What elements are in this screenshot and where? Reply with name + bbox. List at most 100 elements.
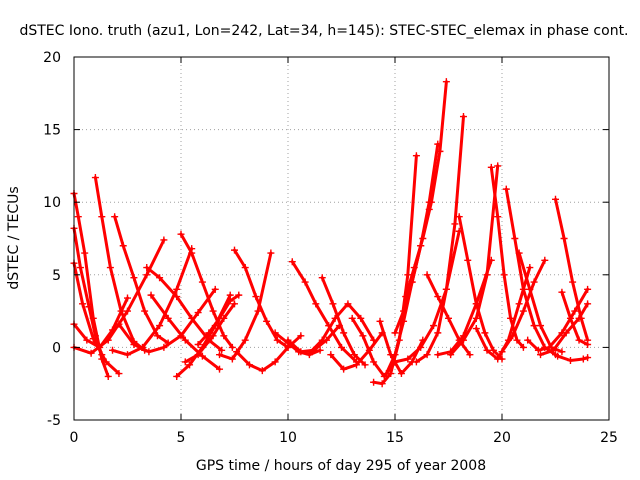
- data-point-marker: [338, 343, 345, 351]
- data-point-marker: [181, 358, 189, 366]
- data-point-marker: [412, 358, 420, 366]
- data-point-marker: [160, 236, 168, 244]
- data-point-marker: [209, 307, 217, 315]
- data-point-marker: [254, 307, 262, 315]
- data-point-marker: [397, 370, 405, 378]
- data-point-marker: [566, 356, 574, 364]
- data-point-marker: [147, 291, 155, 299]
- data-point-marker: [447, 351, 455, 359]
- data-point-marker: [216, 351, 224, 359]
- data-point-marker: [297, 348, 305, 356]
- data-point-marker: [271, 358, 279, 366]
- data-point-marker: [558, 288, 566, 296]
- x-tick-label: 5: [177, 430, 186, 446]
- data-point-marker: [445, 314, 452, 322]
- data-point-marker: [537, 322, 545, 330]
- data-point-marker: [391, 358, 399, 366]
- data-point-marker: [571, 307, 579, 315]
- data-series: [216, 249, 275, 363]
- data-point-marker: [562, 329, 570, 337]
- data-series: [177, 230, 236, 351]
- data-point-marker: [584, 340, 592, 348]
- series-trace: [233, 248, 290, 349]
- data-point-marker: [141, 307, 149, 315]
- data-point-marker: [194, 340, 202, 348]
- data-point-marker: [111, 213, 119, 221]
- data-point-marker: [515, 249, 523, 257]
- data-point-marker: [417, 343, 425, 351]
- data-point-marker: [143, 264, 151, 272]
- data-point-marker: [513, 336, 521, 344]
- data-point-marker: [515, 300, 523, 308]
- y-tick-label: 15: [43, 123, 61, 139]
- chart-title: dSTEC Iono. truth (azu1, Lon=242, Lat=34…: [19, 23, 628, 39]
- data-series: [558, 288, 592, 348]
- data-point-marker: [245, 361, 253, 369]
- data-point-marker: [331, 314, 339, 322]
- data-point-marker: [423, 351, 431, 359]
- data-series: [70, 259, 123, 378]
- data-point-marker: [160, 343, 168, 351]
- data-point-marker: [329, 300, 337, 308]
- data-point-marker: [226, 297, 234, 305]
- data-point-marker: [209, 332, 217, 340]
- data-point-marker: [569, 278, 577, 286]
- data-point-marker: [104, 372, 112, 380]
- data-point-marker: [228, 343, 236, 351]
- data-point-marker: [500, 271, 508, 279]
- data-point-marker: [423, 271, 431, 279]
- data-point-marker: [273, 336, 281, 344]
- data-point-marker: [340, 329, 348, 337]
- data-point-marker: [534, 346, 542, 354]
- data-point-marker: [81, 249, 89, 257]
- y-tick-label: 20: [43, 50, 61, 66]
- data-point-marker: [464, 256, 472, 264]
- data-point-marker: [391, 351, 399, 359]
- data-point-marker: [459, 113, 467, 121]
- series-trace: [404, 80, 448, 299]
- data-point-marker: [344, 300, 352, 308]
- data-point-marker: [530, 322, 538, 330]
- data-point-marker: [451, 220, 459, 228]
- data-point-marker: [378, 380, 386, 388]
- data-point-marker: [502, 185, 510, 193]
- data-point-marker: [211, 285, 219, 293]
- data-point-marker: [83, 336, 91, 344]
- data-point-marker: [164, 314, 172, 322]
- data-point-marker: [89, 335, 97, 343]
- y-tick-label: -5: [47, 413, 61, 429]
- x-tick-label: 0: [70, 430, 79, 446]
- data-point-marker: [400, 317, 408, 325]
- data-point-marker: [263, 317, 271, 325]
- data-point-marker: [404, 271, 412, 279]
- series-group: [70, 78, 592, 388]
- data-point-marker: [271, 329, 279, 337]
- data-series: [498, 256, 549, 356]
- data-series: [541, 343, 592, 364]
- data-series: [412, 113, 467, 366]
- x-axis-label: GPS time / hours of day 295 of year 2008: [196, 458, 486, 474]
- data-point-marker: [156, 274, 164, 282]
- data-point-marker: [370, 378, 378, 386]
- data-point-marker: [252, 293, 260, 301]
- data-point-marker: [104, 336, 112, 344]
- data-point-marker: [301, 278, 309, 286]
- data-point-marker: [442, 78, 450, 86]
- data-point-marker: [143, 271, 151, 279]
- data-point-marker: [106, 264, 114, 272]
- data-point-marker: [124, 307, 131, 315]
- data-series: [376, 317, 427, 378]
- data-point-marker: [434, 351, 442, 359]
- data-point-marker: [427, 198, 435, 206]
- data-point-marker: [267, 249, 275, 257]
- data-point-marker: [560, 235, 568, 242]
- x-tick-label: 15: [386, 430, 404, 446]
- series-trace: [93, 176, 147, 352]
- data-point-marker: [119, 242, 127, 250]
- data-point-marker: [579, 355, 587, 363]
- x-axis: 0 5 10 15 20 25: [70, 57, 618, 446]
- data-point-marker: [91, 174, 99, 182]
- data-point-marker: [186, 361, 194, 369]
- data-point-marker: [391, 329, 399, 337]
- data-point-marker: [376, 317, 384, 325]
